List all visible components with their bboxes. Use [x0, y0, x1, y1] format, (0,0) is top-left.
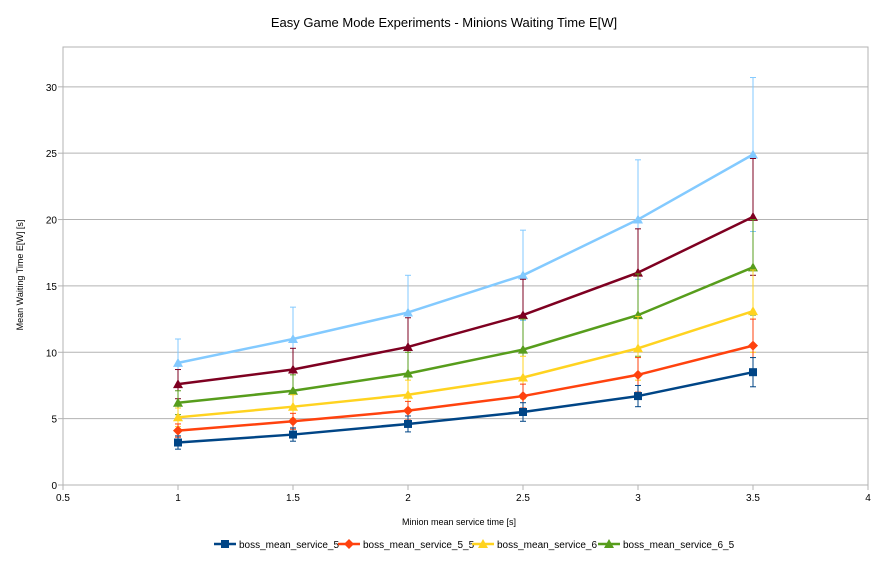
data-point: [173, 357, 183, 367]
plot-area: [62, 46, 869, 486]
series-line: [177, 344, 754, 432]
data-point: [634, 392, 642, 401]
axis-ticks: 0 5 10 15 20 25 30 0.5 1 1.5 2 2.5 3 3.5 4: [46, 83, 871, 504]
data-point: [403, 341, 413, 351]
y-tick-label: 25: [46, 149, 58, 160]
data-point: [748, 211, 758, 221]
y-axis-label: Mean Waiting Time E[W] [s]: [15, 220, 25, 331]
y-tick-label: 30: [46, 83, 58, 94]
data-point: [174, 438, 182, 447]
data-point: [748, 340, 758, 351]
data-point: [288, 401, 298, 411]
x-tick-label: 0.5: [56, 493, 70, 504]
legend-label: boss_mean_service_6_5: [623, 540, 735, 551]
data-point: [403, 389, 413, 399]
series-line: [177, 266, 754, 404]
y-tick-label: 15: [46, 282, 58, 293]
x-tick-label: 1: [175, 493, 181, 504]
series-layer: [173, 77, 758, 450]
y-tick-label: 0: [51, 481, 57, 492]
data-point: [173, 397, 183, 407]
data-point: [173, 379, 183, 389]
data-point: [173, 425, 183, 436]
data-point: [288, 385, 298, 395]
x-axis-label: Minion mean service time [s]: [402, 517, 516, 527]
data-point: [519, 408, 527, 416]
data-point: [403, 307, 413, 317]
data-point: [748, 306, 758, 316]
legend: boss_mean_service_5 boss_mean_service_5_5…: [214, 539, 735, 551]
y-tick-label: 5: [51, 415, 57, 426]
chart-title: Easy Game Mode Experiments - Minions Wai…: [271, 15, 617, 30]
legend-label: boss_mean_service_5: [239, 540, 339, 551]
x-tick-label: 2: [405, 493, 411, 504]
x-tick-label: 4: [865, 493, 871, 504]
data-point: [518, 391, 528, 402]
x-tick-label: 3: [635, 493, 641, 504]
x-tick-label: 3.5: [746, 493, 760, 504]
y-tick-label: 10: [46, 348, 58, 359]
data-point: [288, 334, 298, 343]
series-line: [177, 215, 754, 386]
legend-label: boss_mean_service_6: [497, 540, 597, 551]
data-point: [518, 270, 528, 280]
data-point: [288, 416, 298, 427]
legend-swatch-marker: [221, 540, 229, 548]
data-point: [403, 368, 413, 378]
x-tick-label: 1.5: [286, 493, 300, 504]
data-point: [288, 364, 298, 374]
data-point: [289, 430, 297, 439]
legend-entry: boss_mean_service_5_5: [338, 539, 475, 551]
series-line: [177, 370, 754, 444]
legend-swatch-marker: [478, 539, 488, 548]
legend-label: boss_mean_service_5_5: [363, 540, 475, 551]
legend-swatch-marker: [344, 539, 354, 549]
data-point: [633, 214, 643, 224]
data-point: [518, 372, 528, 382]
series-line: [177, 309, 754, 419]
data-point: [748, 262, 758, 272]
data-point: [173, 412, 183, 422]
series-line: [177, 153, 754, 365]
data-point: [633, 369, 643, 380]
series-6: [173, 77, 758, 388]
legend-entry: boss_mean_service_6: [472, 539, 597, 551]
y-tick-label: 20: [46, 216, 58, 227]
series-1: [174, 357, 757, 450]
data-point: [518, 310, 528, 320]
data-point: [403, 405, 413, 416]
data-point: [518, 344, 528, 354]
x-tick-label: 2.5: [516, 493, 530, 504]
legend-swatch-marker: [604, 539, 614, 548]
data-point: [749, 368, 757, 377]
grid: [63, 86, 868, 420]
legend-entry: boss_mean_service_5: [214, 540, 339, 551]
series-5: [173, 157, 758, 400]
legend-entry: boss_mean_service_6_5: [598, 539, 735, 551]
data-point: [633, 343, 643, 353]
data-point: [748, 149, 758, 159]
data-point: [404, 419, 412, 428]
